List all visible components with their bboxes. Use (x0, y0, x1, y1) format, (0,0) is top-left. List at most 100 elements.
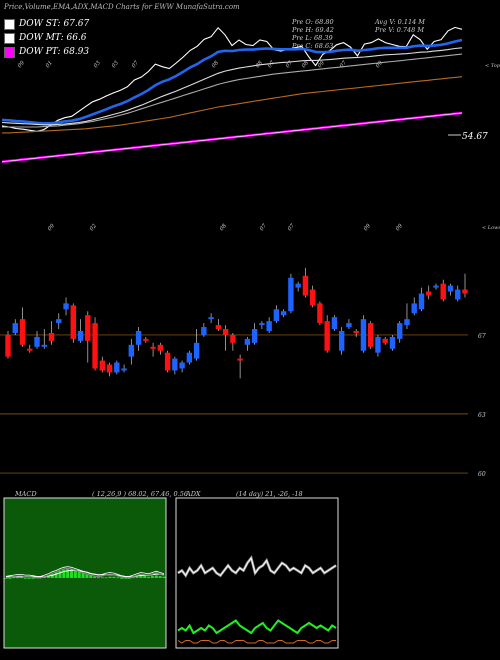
top-marker: 08 (255, 60, 264, 70)
candle-body (19, 319, 26, 345)
candle-body (121, 368, 127, 371)
ema-line-3 (2, 53, 463, 128)
top-marker: 03 (93, 60, 102, 70)
candle-body (186, 352, 193, 363)
macd-hist-bar (43, 576, 47, 578)
macd-hist-bar (104, 577, 108, 579)
macd-hist-bar (139, 576, 143, 578)
pre-high: Pre H: 69.42 (292, 26, 334, 34)
ema-last-label: 54.67 (462, 132, 488, 142)
candle-body (324, 321, 330, 351)
top-marker: 03 (111, 60, 120, 70)
candle-body (48, 332, 55, 341)
ema-line-2 (1, 47, 463, 126)
top-marker: 08 (211, 60, 220, 70)
low-marker: 09 (363, 223, 372, 233)
candle-body (106, 364, 113, 373)
legend-swatch-pt (4, 46, 15, 58)
macd-line (5, 567, 165, 579)
macd-hist-bar (66, 568, 70, 578)
top-marker: 09 (17, 60, 26, 70)
macd-hist-bar (143, 576, 147, 578)
candle-body (77, 331, 84, 341)
macd-hist-bar (12, 577, 16, 579)
macd-hist-bar (50, 574, 54, 578)
candle-body (404, 319, 410, 326)
adx-di-plus-line (177, 556, 337, 577)
legend-label-st: DOW ST: 67.67 (19, 19, 90, 29)
price-tick-label: 63 (478, 412, 486, 419)
candle-body (193, 342, 200, 359)
candle-body (150, 346, 156, 349)
adx-label: ADX (185, 490, 201, 498)
low-marker: 07 (259, 223, 268, 233)
macd-hist-bar (62, 569, 66, 578)
low-marker: 08 (219, 223, 228, 233)
macd-hist-bar (8, 578, 12, 579)
candle-body (12, 323, 18, 333)
candle-body (462, 289, 468, 294)
candle-body (208, 317, 214, 320)
macd-hist-bar (120, 578, 124, 579)
candle-body (41, 344, 47, 347)
candle-body (397, 323, 403, 339)
macd-line-upper (5, 566, 165, 577)
macd-hist-bar (16, 577, 20, 579)
candle-body (172, 358, 178, 371)
macd-hist-bar (131, 577, 135, 579)
candle-body (375, 336, 381, 353)
candle-body (367, 323, 374, 347)
candle-body (63, 303, 69, 310)
candle-body (280, 311, 287, 316)
low-marker: 09 (47, 223, 56, 233)
macd-hist-bar (70, 569, 74, 578)
pre-low: Pre L: 68.39 (292, 34, 333, 42)
macd-hist-bar (46, 575, 50, 578)
top-marker: 07 (267, 60, 276, 70)
candle-body (157, 344, 164, 351)
macd-hist-bar (162, 576, 166, 578)
macd-hist-bar (112, 576, 116, 578)
candle-body (201, 327, 207, 335)
pre-open: Pre O: 68.80 (292, 18, 334, 26)
candle-body (70, 305, 76, 339)
candle-body (295, 283, 301, 288)
macd-hist-bar (31, 578, 35, 579)
macd-hist-bar (100, 577, 104, 579)
adx-line (177, 640, 336, 644)
macd-hist-bar (154, 575, 158, 578)
adx-box (175, 497, 339, 649)
candle-body (222, 329, 229, 335)
low-marker: 09 (395, 223, 404, 233)
macd-hist-bar (89, 575, 93, 578)
candle-body (288, 277, 294, 312)
top-marker: 07 (131, 60, 140, 70)
top-marker: 08 (301, 60, 310, 70)
top-marker: 01 (45, 60, 54, 69)
candle-body (244, 338, 251, 345)
top-marker: 07 (339, 60, 348, 70)
candle-body (433, 285, 439, 288)
chart-title: Price,Volume,EMA,ADX,MACD Charts for EWW… (4, 3, 240, 11)
top-marker: 09 (317, 60, 326, 70)
candle-body (143, 338, 149, 341)
macd-hist-bar (93, 576, 97, 578)
ema-line-5-core (1, 112, 463, 163)
candle-body (411, 303, 417, 314)
adx-params: (14 day) 21, -26, -18 (236, 490, 303, 498)
top-marker: 07 (285, 60, 294, 70)
macd-hist-bar (150, 576, 154, 578)
price-tick-label: 67 (478, 333, 486, 340)
candle-body (266, 321, 272, 331)
macd-hist-bar (158, 576, 162, 578)
candle-body (164, 352, 171, 371)
candle-body (34, 336, 40, 347)
legend-label-pt: DOW PT: 68.93 (19, 47, 90, 57)
candle-body (331, 317, 338, 330)
legend-dow-pt: DOW PT: 68.93 (4, 45, 89, 59)
legend-swatch-st (4, 18, 15, 30)
macd-hist-bar (54, 572, 58, 578)
candle-body (273, 309, 280, 322)
candle-body (5, 334, 11, 357)
candle-body (389, 336, 396, 349)
